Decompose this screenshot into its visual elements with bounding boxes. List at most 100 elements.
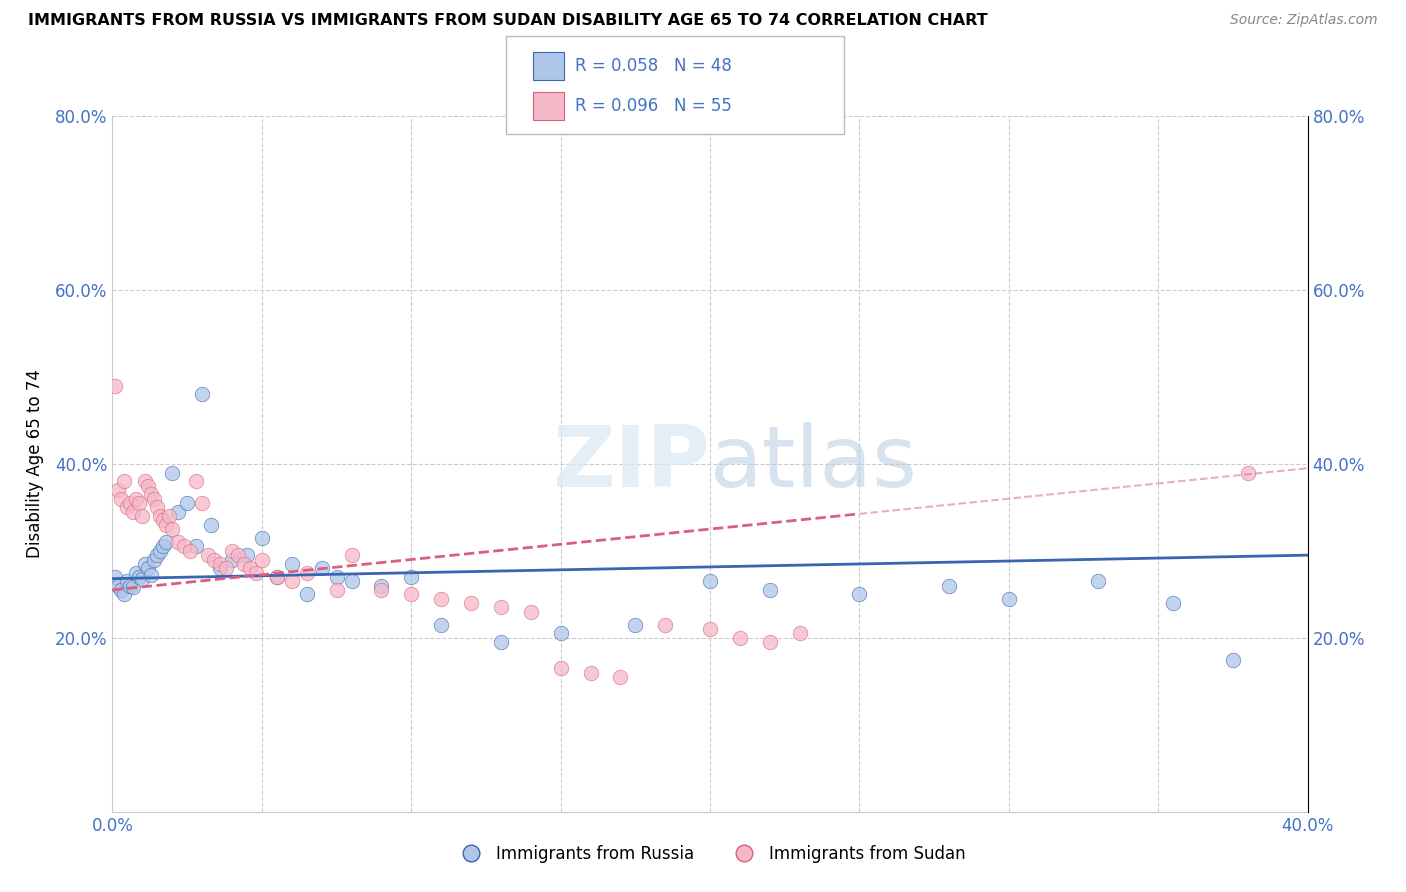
Point <box>104 378 127 392</box>
Point <box>125 491 148 506</box>
Point <box>430 591 453 606</box>
Point <box>1222 652 1244 666</box>
Point <box>114 474 135 488</box>
Point <box>550 661 572 675</box>
Point <box>197 548 219 562</box>
Point <box>370 582 392 597</box>
Point <box>340 548 363 562</box>
Point <box>789 626 811 640</box>
Point <box>125 566 148 580</box>
Point <box>401 570 423 584</box>
Point <box>141 568 163 582</box>
Point <box>221 543 243 558</box>
Point <box>117 500 139 515</box>
Point <box>143 491 166 506</box>
Point <box>430 617 453 632</box>
Point <box>208 557 231 571</box>
Point <box>131 572 153 586</box>
Point <box>110 582 132 597</box>
Point <box>191 496 214 510</box>
Point <box>609 670 631 684</box>
Point <box>520 605 543 619</box>
Point <box>550 626 572 640</box>
Point <box>191 387 214 401</box>
Point <box>245 566 267 580</box>
Point <box>239 561 262 575</box>
Point <box>1161 596 1184 610</box>
Point <box>489 635 512 649</box>
Point <box>266 570 288 584</box>
Point <box>167 505 190 519</box>
Point <box>1087 574 1109 589</box>
Point <box>250 531 273 545</box>
Point <box>179 543 201 558</box>
Point <box>176 496 198 510</box>
Y-axis label: Disability Age 65 to 74: Disability Age 65 to 74 <box>25 369 44 558</box>
Point <box>311 561 333 575</box>
Legend: Immigrants from Russia, Immigrants from Sudan: Immigrants from Russia, Immigrants from … <box>447 838 973 870</box>
Point <box>120 578 142 592</box>
Point <box>699 622 721 636</box>
Point <box>152 540 174 554</box>
Point <box>162 466 183 480</box>
Point <box>624 617 647 632</box>
Point <box>654 617 676 632</box>
Point <box>122 580 145 594</box>
Point <box>401 587 423 601</box>
Point <box>120 496 142 510</box>
Point <box>295 566 318 580</box>
Point <box>138 561 160 575</box>
Point <box>489 600 512 615</box>
Point <box>155 535 177 549</box>
Text: R = 0.058   N = 48: R = 0.058 N = 48 <box>575 57 733 75</box>
Point <box>162 522 183 536</box>
Point <box>167 535 190 549</box>
Point <box>114 587 135 601</box>
Point <box>848 587 870 601</box>
Point <box>138 478 160 492</box>
Point <box>141 487 163 501</box>
Point <box>149 508 172 523</box>
Point <box>1237 466 1260 480</box>
Point <box>370 578 392 592</box>
Point <box>143 552 166 566</box>
Point <box>134 474 156 488</box>
Point <box>938 578 960 592</box>
Point <box>128 496 150 510</box>
Point <box>131 508 153 523</box>
Point <box>250 552 273 566</box>
Point <box>117 574 139 589</box>
Point <box>186 474 208 488</box>
Point <box>699 574 721 589</box>
Point <box>998 591 1021 606</box>
Point <box>325 570 347 584</box>
Point <box>110 491 132 506</box>
Point <box>134 557 156 571</box>
Point <box>104 570 127 584</box>
Point <box>122 505 145 519</box>
Point <box>226 548 249 562</box>
Point <box>460 596 482 610</box>
Point <box>200 517 222 532</box>
Point <box>186 540 208 554</box>
Point <box>281 557 304 571</box>
Point <box>759 635 782 649</box>
Point <box>232 557 256 571</box>
Point <box>340 574 363 589</box>
Point <box>281 574 304 589</box>
Point <box>107 483 129 497</box>
Point <box>146 548 169 562</box>
Point <box>728 631 751 645</box>
Point <box>173 540 195 554</box>
Point <box>107 578 129 592</box>
Point <box>221 552 243 566</box>
Point <box>579 665 602 680</box>
Text: IMMIGRANTS FROM RUSSIA VS IMMIGRANTS FROM SUDAN DISABILITY AGE 65 TO 74 CORRELAT: IMMIGRANTS FROM RUSSIA VS IMMIGRANTS FRO… <box>28 13 988 29</box>
Point <box>215 561 238 575</box>
Text: Source: ZipAtlas.com: Source: ZipAtlas.com <box>1230 13 1378 28</box>
Point <box>202 552 225 566</box>
Point <box>128 570 150 584</box>
Point <box>152 513 174 527</box>
Point <box>266 570 288 584</box>
Text: atlas: atlas <box>710 422 918 506</box>
